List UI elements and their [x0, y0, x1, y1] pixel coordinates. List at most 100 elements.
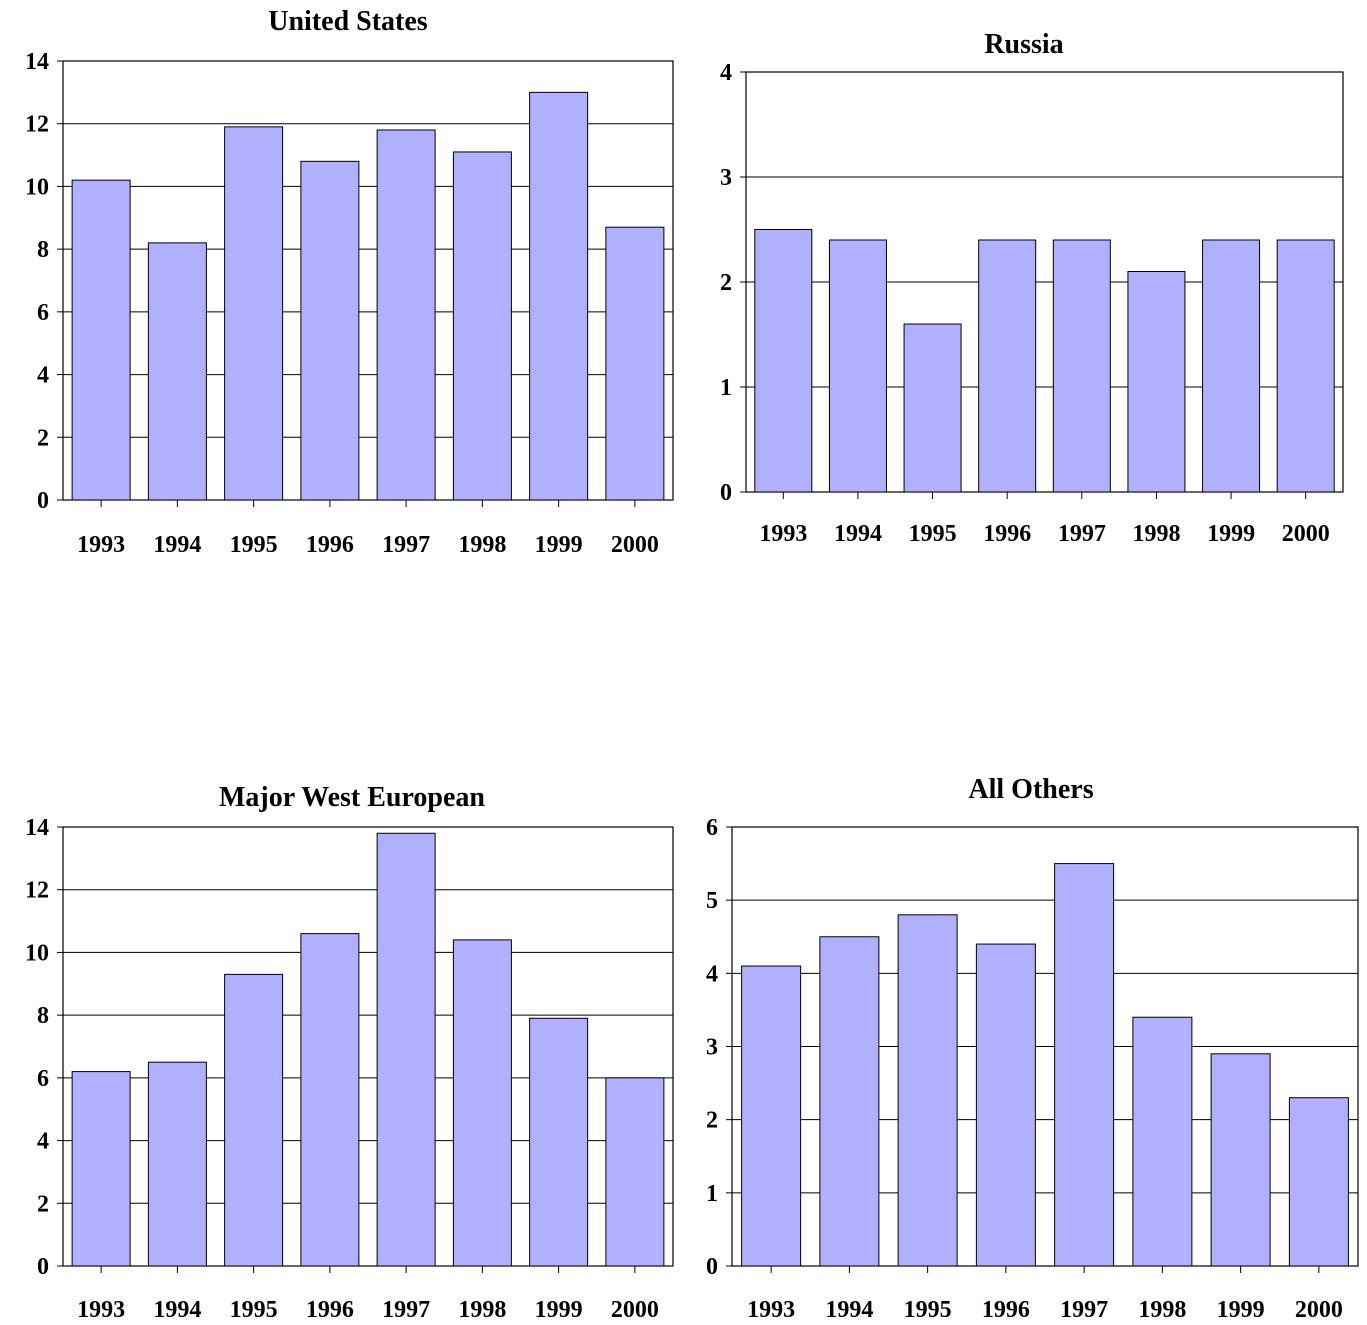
x-tick-label-2000: 2000 — [1282, 521, 1330, 547]
y-tick-label: 4 — [706, 961, 718, 987]
y-tick-label: 2 — [37, 1191, 49, 1217]
x-tick-label-2000: 2000 — [611, 532, 659, 558]
bar-1996 — [975, 943, 1036, 1267]
bar-1997 — [376, 832, 436, 1267]
bar-1997 — [376, 129, 436, 501]
y-tick-label: 4 — [37, 363, 49, 389]
y-tick-label: 12 — [25, 878, 49, 904]
x-tick-label-2000: 2000 — [611, 1297, 659, 1323]
x-tick-label-1999: 1999 — [535, 532, 583, 558]
bar-1993 — [71, 179, 131, 501]
x-tick-label-1995: 1995 — [230, 532, 278, 558]
x-tick-label-1996: 1996 — [306, 532, 354, 558]
y-tick-label: 6 — [37, 300, 49, 326]
x-tick-label-1999: 1999 — [1207, 521, 1255, 547]
x-tick-label-1997: 1997 — [382, 532, 430, 558]
x-tick-label-1994: 1994 — [834, 521, 882, 547]
bar-2000 — [1276, 239, 1335, 493]
x-tick-label-1993: 1993 — [747, 1297, 795, 1323]
bar-1998 — [452, 939, 512, 1267]
bar-1995 — [224, 973, 284, 1267]
bar-1994 — [828, 239, 887, 493]
x-tick-label-1997: 1997 — [1060, 1297, 1108, 1323]
y-tick-label: 0 — [37, 488, 49, 514]
bar-1997 — [1054, 863, 1115, 1267]
y-tick-label: 3 — [706, 1035, 718, 1061]
bar-1993 — [754, 229, 813, 493]
x-tick-label-1993: 1993 — [77, 532, 125, 558]
y-tick-label: 0 — [706, 1254, 718, 1280]
bar-1999 — [529, 91, 589, 501]
y-tick-label: 12 — [25, 112, 49, 138]
bar-2000 — [605, 226, 665, 501]
x-tick-label-1999: 1999 — [535, 1297, 583, 1323]
bar-1996 — [300, 160, 360, 501]
bar-1999 — [529, 1017, 589, 1267]
x-tick-label-1999: 1999 — [1217, 1297, 1265, 1323]
x-tick-label-1998: 1998 — [458, 532, 506, 558]
y-tick-label: 2 — [37, 425, 49, 451]
y-tick-label: 10 — [25, 940, 49, 966]
x-tick-label-1997: 1997 — [382, 1297, 430, 1323]
x-tick-label-1996: 1996 — [983, 521, 1031, 547]
y-tick-label: 5 — [706, 888, 718, 914]
chart-all-others: 0 1 2 3 4 5 6 1993 1994 1995 1996 1997 1998 1999 2000 A… — [706, 774, 1359, 1323]
y-tick-label: 2 — [720, 270, 732, 296]
bar-1998 — [452, 151, 512, 501]
y-tick-label: 0 — [37, 1254, 49, 1280]
bar-1994 — [819, 936, 880, 1267]
bar-2000 — [1288, 1097, 1349, 1267]
bar-1993 — [71, 1071, 131, 1267]
y-tick-label: 6 — [37, 1066, 49, 1092]
chart-title-all-others: All Others — [968, 774, 1093, 805]
x-tick-label-1994: 1994 — [825, 1297, 873, 1323]
x-tick-label-1996: 1996 — [982, 1297, 1030, 1323]
x-tick-label-1993: 1993 — [77, 1297, 125, 1323]
x-tick-label-1995: 1995 — [909, 521, 957, 547]
x-tick-label-2000: 2000 — [1295, 1297, 1343, 1323]
chart-united-states: 0 2 4 6 8 10 12 14 1993 1994 1995 1996 1997 1998 1999 2… — [25, 6, 674, 558]
y-tick-label: 1 — [720, 375, 732, 401]
bar-1995 — [224, 126, 284, 501]
y-tick-label: 8 — [37, 237, 49, 263]
y-tick-label: 3 — [720, 165, 732, 191]
bar-1995 — [903, 323, 962, 493]
y-tick-label: 6 — [706, 815, 718, 841]
x-tick-label-1996: 1996 — [306, 1297, 354, 1323]
x-tick-label-1995: 1995 — [904, 1297, 952, 1323]
x-tick-label-1998: 1998 — [1132, 521, 1180, 547]
x-tick-label-1998: 1998 — [1138, 1297, 1186, 1323]
bar-1999 — [1210, 1053, 1271, 1267]
bar-1995 — [897, 914, 958, 1267]
y-tick-label: 1 — [706, 1181, 718, 1207]
chart-title-united-states: United States — [268, 6, 428, 37]
x-tick-label-1998: 1998 — [458, 1297, 506, 1323]
bar-2000 — [605, 1077, 665, 1267]
x-tick-label-1994: 1994 — [153, 532, 201, 558]
chart-russia: 0 1 2 3 4 1993 1994 1995 1996 1997 1998 1999 2000 Rus… — [720, 29, 1344, 547]
bar-1994 — [147, 242, 207, 501]
bar-1993 — [741, 965, 802, 1267]
x-tick-label-1997: 1997 — [1058, 521, 1106, 547]
y-tick-label: 10 — [25, 174, 49, 200]
x-tick-label-1995: 1995 — [230, 1297, 278, 1323]
y-tick-label: 2 — [706, 1108, 718, 1134]
y-tick-label: 4 — [37, 1129, 49, 1155]
x-tick-label-1994: 1994 — [153, 1297, 201, 1323]
bar-1999 — [1202, 239, 1261, 493]
bar-1994 — [147, 1061, 207, 1267]
y-tick-label: 8 — [37, 1003, 49, 1029]
bar-1998 — [1132, 1016, 1193, 1267]
chart-title-russia: Russia — [984, 29, 1063, 60]
bar-1997 — [1052, 239, 1111, 493]
y-tick-label: 4 — [720, 60, 732, 86]
bar-1996 — [300, 933, 360, 1267]
y-tick-label: 14 — [25, 49, 49, 75]
chart-title-major-west-european: Major West European — [219, 782, 485, 813]
bar-1996 — [978, 239, 1037, 493]
bar-1998 — [1127, 271, 1186, 493]
x-tick-label-1993: 1993 — [759, 521, 807, 547]
y-tick-label: 14 — [25, 815, 49, 841]
chart-major-west-european: 0 2 4 6 8 10 12 14 1993 1994 1995 1996 1997 1998 1999 2… — [25, 782, 674, 1323]
